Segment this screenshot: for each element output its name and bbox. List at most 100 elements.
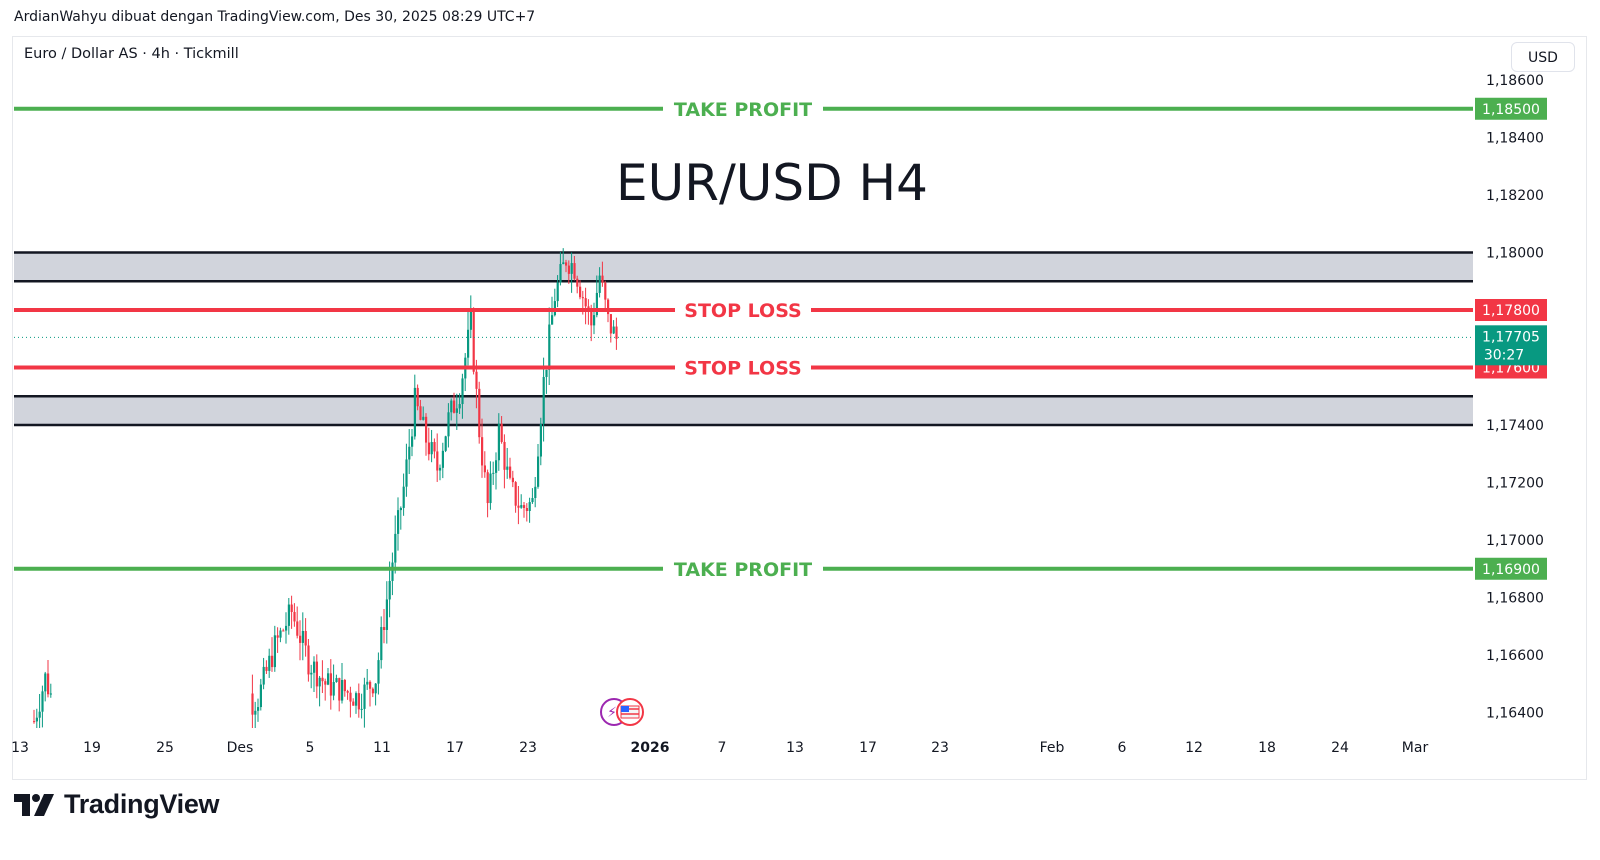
candle-body (357, 693, 360, 710)
event-icon[interactable]: ⚡ (600, 698, 644, 726)
candle-body (539, 423, 542, 457)
candle-body (257, 707, 260, 711)
candle-body (33, 721, 36, 723)
candle-body (422, 416, 425, 420)
candle-body (604, 282, 607, 300)
candle-body (408, 446, 411, 460)
symbol-title[interactable]: Euro / Dollar AS · 4h · Tickmill (24, 46, 239, 62)
candle-body (276, 635, 279, 638)
countdown-text: 30:27 (1484, 347, 1524, 363)
candle-body (299, 635, 302, 643)
candle-body (481, 437, 484, 466)
candle-body (259, 684, 262, 708)
time-tick: Mar (1402, 740, 1429, 756)
zone-0[interactable] (14, 252, 1473, 282)
candle-body (453, 400, 456, 413)
candle-body (279, 630, 282, 638)
zone-1[interactable] (14, 396, 1473, 425)
candle-body (607, 299, 610, 315)
candle-body (251, 693, 254, 715)
candle-body (441, 450, 444, 468)
candle-body (307, 645, 310, 675)
candle-body (318, 677, 321, 687)
price-tick: 1,17200 (1486, 476, 1544, 492)
candle-body (371, 688, 374, 694)
candle-body (478, 388, 481, 438)
time-tick: 17 (446, 740, 464, 756)
candle-body (301, 630, 304, 643)
candle-body (439, 467, 442, 471)
chart-panel (12, 36, 1587, 780)
candle-body (514, 482, 517, 506)
candle-body (290, 604, 293, 612)
candle-body (355, 693, 358, 706)
candle-body (416, 387, 419, 407)
candle-body (590, 309, 593, 326)
candle-body (313, 661, 316, 673)
currency-button[interactable]: USD (1511, 42, 1575, 72)
price-tick: 1,16400 (1486, 706, 1544, 722)
level-price-text: 1,18500 (1482, 102, 1540, 118)
level-label: TAKE PROFIT (674, 99, 812, 121)
candle-body (565, 262, 568, 266)
time-tick: 17 (859, 740, 877, 756)
candle-body (44, 673, 47, 692)
candles-layer (14, 248, 1473, 728)
candle-body (369, 681, 372, 689)
level-label: STOP LOSS (684, 358, 801, 380)
candle-body (500, 423, 503, 442)
price-axis[interactable]: 1,186001,184001,182001,180001,178001,176… (1475, 73, 1547, 722)
price-tick: 1,17400 (1486, 418, 1544, 434)
candle-body (315, 661, 318, 687)
candle-body (349, 692, 352, 702)
candle-body (461, 378, 464, 405)
candle-body (559, 264, 562, 283)
current-price-text: 1,17705 (1482, 329, 1540, 345)
candle-body (556, 282, 559, 302)
candle-body (346, 691, 349, 693)
candle-body (509, 466, 512, 478)
level-price-badge (1475, 557, 1547, 580)
levels-layer: TAKE PROFIT STOP LOSS STOP LOSS TAKE PROFIT (14, 99, 1473, 581)
level-price-badge (1475, 97, 1547, 120)
candle-body (405, 459, 408, 487)
candle-body (595, 292, 598, 316)
candle-body (399, 507, 402, 511)
candle-body (265, 666, 268, 671)
candle-body (475, 371, 478, 389)
candle-body (523, 505, 526, 509)
price-tick: 1,16600 (1486, 648, 1544, 664)
current-price-badge (1475, 325, 1547, 366)
candle-body (262, 666, 265, 685)
price-tick: 1,18400 (1486, 131, 1544, 147)
price-tick: 1,18600 (1486, 73, 1544, 89)
candle-body (287, 604, 290, 626)
candle-body (41, 691, 44, 712)
time-tick: 18 (1258, 740, 1276, 756)
candle-body (548, 324, 551, 370)
candle-body (285, 625, 288, 631)
candle-body (324, 681, 327, 685)
candle-body (35, 717, 38, 722)
candle-body (254, 710, 257, 715)
candle-body (483, 465, 486, 473)
time-tick: 24 (1331, 740, 1349, 756)
candle-body (430, 442, 433, 455)
candle-body (495, 460, 498, 473)
candle-body (327, 673, 330, 685)
candle-body (534, 486, 537, 498)
candle-body (321, 677, 324, 682)
candle-body (360, 708, 363, 710)
candle-body (273, 635, 276, 668)
candle-body (271, 655, 274, 668)
candle-body (388, 580, 391, 600)
candle-body (419, 406, 422, 420)
brand-name: TradingView (64, 789, 220, 819)
candle-body (576, 278, 579, 287)
candle-body (385, 599, 388, 630)
candle-body (444, 436, 447, 451)
price-tick: 1,18000 (1486, 246, 1544, 262)
candle-body (447, 412, 450, 437)
time-axis[interactable]: 13 19 25 Des 5 11 17 23 2026 7 13 17 23 Feb 6 12 18 24 Mar (11, 740, 1428, 756)
